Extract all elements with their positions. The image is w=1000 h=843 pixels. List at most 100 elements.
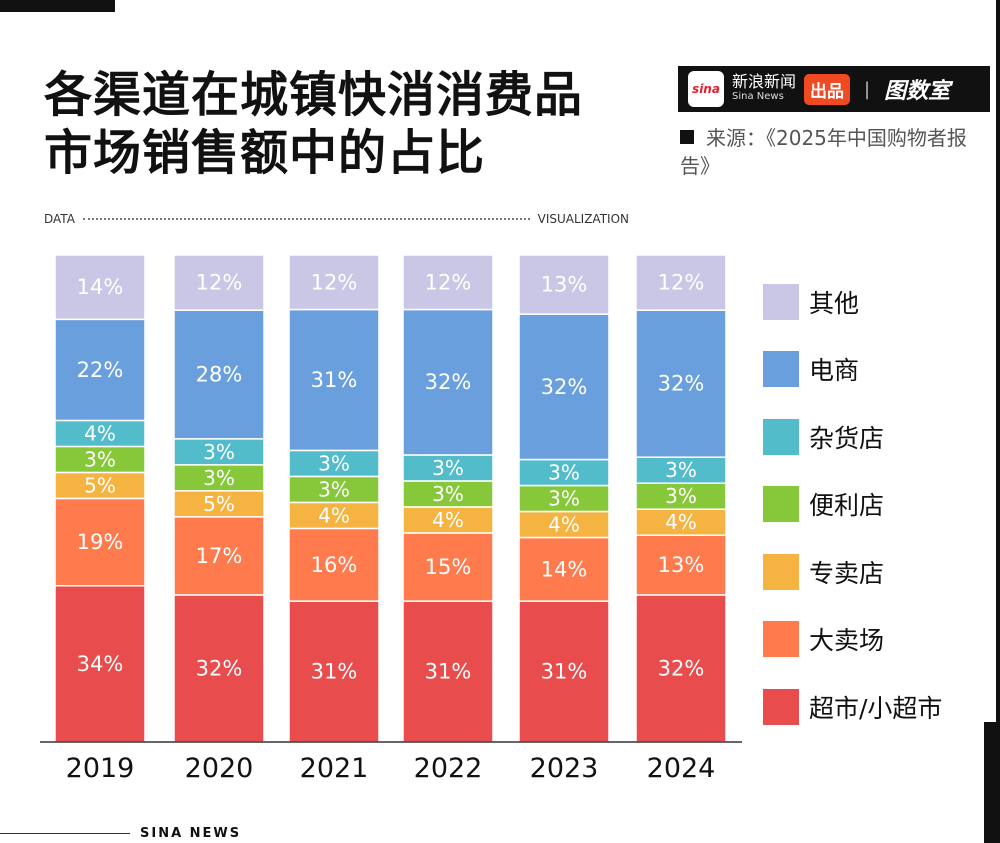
legend-label: 专卖店 — [809, 558, 885, 588]
produced-badge: 出品 — [804, 73, 851, 105]
bar-segment — [288, 527, 380, 602]
legend-item: 电商 — [763, 336, 942, 404]
legend-label: 其他 — [809, 288, 860, 318]
x-tick-label: 2023 — [530, 753, 599, 784]
bar-segment — [402, 308, 494, 456]
source-text: 来源：《2025年中国购物者报告》 — [680, 126, 967, 178]
data-label: 4% — [665, 510, 697, 534]
legend: 其他电商杂货店便利店专卖店大卖场超市/小超市 — [763, 268, 942, 741]
bar-segment — [518, 484, 610, 513]
data-label: 3% — [665, 458, 697, 482]
data-label: 31% — [311, 368, 358, 392]
data-label: 32% — [658, 656, 705, 680]
footer-line — [0, 833, 130, 834]
bar-segment — [54, 254, 146, 321]
frame-corner — [0, 0, 115, 12]
bar-segment — [635, 508, 727, 536]
data-label: 34% — [77, 652, 124, 676]
data-label: 3% — [84, 447, 116, 471]
legend-swatch — [763, 283, 799, 320]
bar-segment — [288, 600, 380, 743]
data-label: 32% — [196, 656, 243, 680]
bar-segment — [288, 475, 380, 504]
bar-segment — [173, 309, 265, 440]
frame-edge — [996, 0, 1000, 843]
bar-segment — [402, 506, 494, 534]
data-label: 4% — [84, 421, 116, 445]
legend-swatch — [763, 418, 799, 455]
data-label: 15% — [425, 555, 472, 579]
legend-label: 超市/小超市 — [809, 693, 943, 723]
legend-item: 超市/小超市 — [763, 673, 942, 741]
bar-segment — [402, 532, 494, 602]
data-label: 28% — [196, 362, 243, 386]
data-label: 4% — [318, 503, 350, 527]
sina-logo: sina — [688, 71, 724, 107]
square-icon — [680, 130, 694, 144]
bar-segment — [518, 600, 610, 743]
data-label: 16% — [311, 553, 358, 577]
sina-cn: 新浪新闻 — [732, 72, 797, 91]
bar-segment — [173, 594, 265, 743]
data-label: 32% — [541, 375, 588, 399]
legend-item: 杂货店 — [763, 403, 942, 471]
data-label: 3% — [665, 484, 697, 508]
data-label: 17% — [196, 544, 243, 568]
sina-brand: 新浪新闻 Sina News — [732, 74, 796, 104]
data-label: 31% — [311, 660, 358, 684]
data-label: 12% — [658, 271, 705, 295]
bar-segment — [518, 313, 610, 461]
legend-label: 便利店 — [809, 491, 885, 521]
bar-segment — [173, 490, 265, 518]
bar-segment — [54, 419, 146, 448]
x-tick-label: 2024 — [647, 753, 716, 784]
x-tick-label: 2019 — [66, 753, 135, 784]
data-label: 12% — [196, 271, 243, 295]
data-label: 3% — [548, 461, 580, 485]
data-label: 13% — [658, 553, 705, 577]
data-label: 13% — [541, 273, 588, 297]
x-tick-label: 2021 — [300, 753, 369, 784]
legend-item: 便利店 — [763, 471, 942, 539]
legend-swatch — [763, 688, 799, 725]
data-label: 3% — [203, 440, 235, 464]
bar-segment — [402, 454, 494, 482]
data-visualization-rule: DATA VISUALIZATION — [44, 212, 629, 226]
bar-segment — [518, 536, 610, 602]
legend-swatch — [763, 621, 799, 658]
data-label: 14% — [541, 557, 588, 581]
frame-corner — [984, 722, 1000, 843]
data-label: 32% — [425, 370, 472, 394]
bar-segment — [518, 510, 610, 539]
bar-segment — [635, 456, 727, 484]
legend-item: 专卖店 — [763, 538, 942, 606]
legend-swatch — [763, 553, 799, 590]
stacked-bar-chart: 34%19%5%3%4%22%14%201932%17%5%3%3%28%12%… — [40, 254, 742, 784]
tushu-logo: 图数室 — [884, 79, 951, 104]
source-note: 来源：《2025年中国购物者报告》 — [680, 124, 980, 180]
data-label: 5% — [84, 473, 116, 497]
bar-segment — [402, 254, 494, 311]
dotted-divider — [82, 218, 530, 220]
data-label: 5% — [203, 492, 235, 516]
bar-segment — [288, 501, 380, 530]
data-label: 14% — [77, 275, 124, 299]
title-line: 各渠道在城镇快消消费品 — [44, 67, 584, 123]
bar-segment — [635, 594, 727, 743]
legend-label: 大卖场 — [809, 626, 885, 656]
data-label: 3% — [203, 466, 235, 490]
data-label: 3% — [548, 487, 580, 511]
bar-segment — [518, 254, 610, 315]
footer-text: SINA NEWS — [140, 826, 242, 841]
footer: SINA NEWS — [0, 826, 260, 841]
legend-swatch — [763, 486, 799, 523]
data-label: 4% — [548, 513, 580, 537]
legend-swatch — [763, 351, 799, 388]
bar-segment — [173, 464, 265, 492]
data-label: 12% — [311, 270, 358, 294]
legend-label: 杂货店 — [809, 423, 885, 453]
data-label: DATA — [44, 212, 75, 226]
data-label: 12% — [425, 270, 472, 294]
bar-segment — [288, 308, 380, 452]
title-line: 市场销售额中的占比 — [44, 125, 486, 181]
